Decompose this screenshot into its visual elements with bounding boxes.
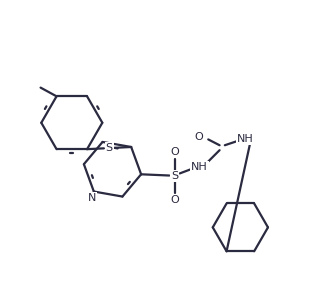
Text: NH: NH (191, 162, 208, 172)
Text: S: S (171, 171, 178, 181)
Text: N: N (88, 193, 97, 203)
Text: S: S (106, 143, 113, 153)
Text: O: O (195, 131, 204, 142)
Text: O: O (170, 194, 179, 205)
Text: NH: NH (237, 134, 253, 145)
Text: O: O (170, 147, 179, 157)
